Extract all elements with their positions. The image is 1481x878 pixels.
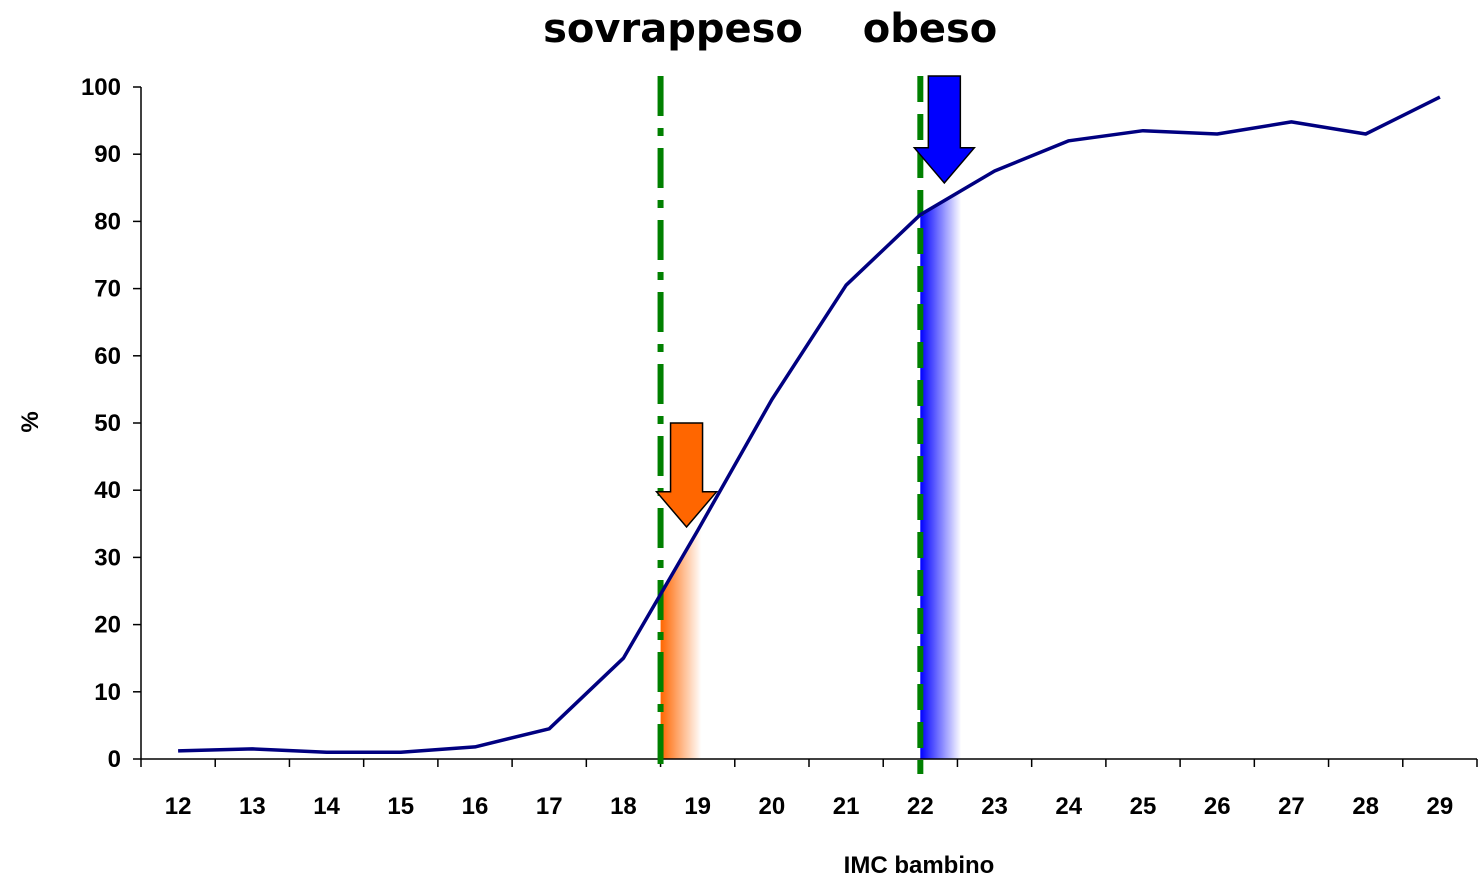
x-tick-label: 21 (833, 793, 860, 820)
x-tick-label: 15 (387, 793, 414, 820)
y-tick-label: 100 (81, 74, 121, 101)
y-tick-label: 80 (94, 208, 121, 235)
x-tick-label: 20 (759, 793, 786, 820)
y-tick-label: 30 (94, 544, 121, 571)
obese-arrow (912, 75, 976, 185)
x-axis-title: IMC bambino (844, 852, 995, 878)
x-tick-label: 29 (1427, 793, 1454, 820)
y-tick-label: 20 (94, 612, 121, 639)
x-tick-label: 24 (1055, 793, 1082, 820)
threshold-label-1: sovrappeso (543, 6, 803, 52)
threshold-area-2 (920, 190, 962, 759)
y-tick-label: 40 (94, 477, 121, 504)
y-tick-label: 50 (94, 410, 121, 437)
y-tick-label: 10 (94, 679, 121, 706)
x-tick-label: 17 (536, 793, 563, 820)
x-tick-label: 22 (907, 793, 934, 820)
x-tick-label: 13 (239, 793, 266, 820)
x-tick-label: 27 (1278, 793, 1305, 820)
x-tick-label: 12 (165, 793, 192, 820)
x-tick-label: 16 (462, 793, 489, 820)
x-tick-label: 14 (313, 793, 340, 820)
y-tick-label: 0 (108, 746, 121, 773)
overweight-arrow (654, 422, 719, 529)
y-tick-label: 90 (94, 141, 121, 168)
x-tick-label: 18 (610, 793, 637, 820)
x-tick-label: 25 (1130, 793, 1157, 820)
y-axis-title: % (17, 411, 44, 432)
x-tick-label: 23 (981, 793, 1008, 820)
x-tick-label: 26 (1204, 793, 1231, 820)
y-tick-label: 70 (94, 276, 121, 303)
x-tick-label: 19 (684, 793, 711, 820)
threshold-label-2: obeso (863, 6, 998, 52)
threshold-area-1 (660, 524, 702, 759)
y-tick-label: 60 (94, 343, 121, 370)
series-line (178, 95, 1441, 755)
x-tick-label: 28 (1352, 793, 1379, 820)
